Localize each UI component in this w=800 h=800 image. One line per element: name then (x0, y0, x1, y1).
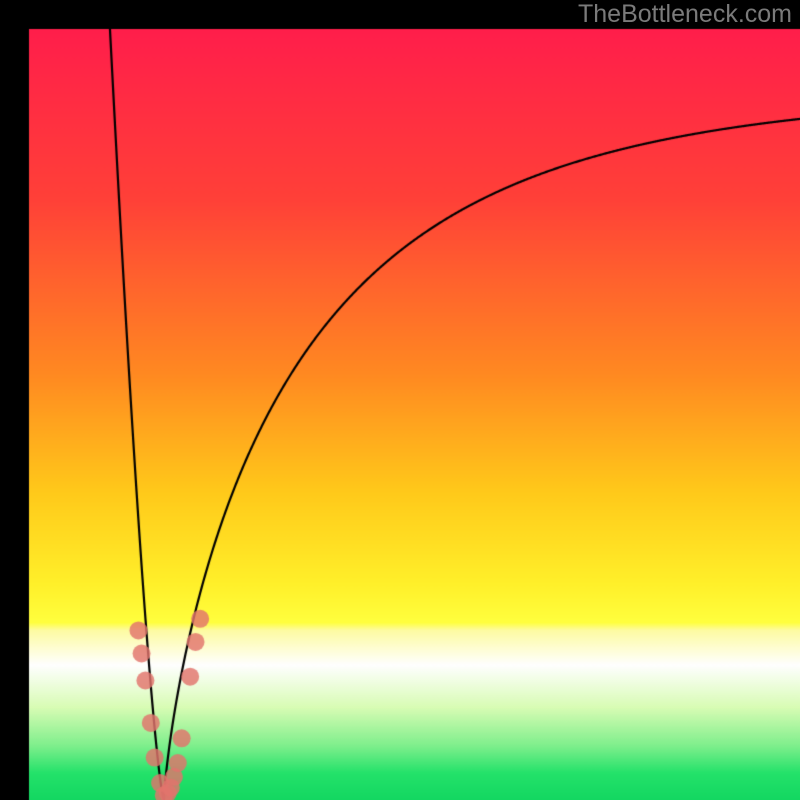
bottleneck-chart (0, 0, 800, 800)
watermark-text: TheBottleneck.com (578, 2, 792, 27)
